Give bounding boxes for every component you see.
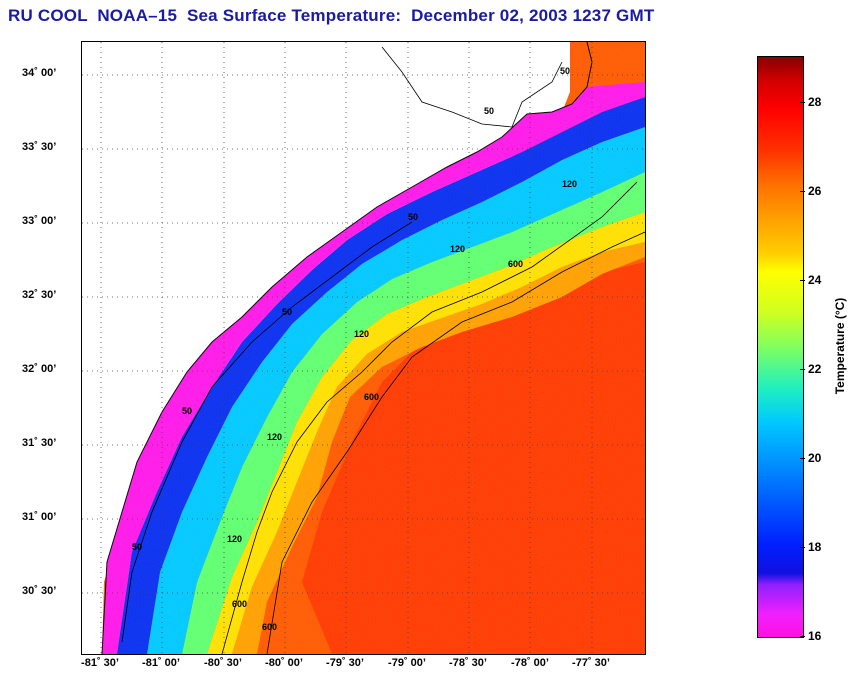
- lon-tick-label: -80˚ 00’: [265, 657, 303, 669]
- isobath-label: 600: [232, 599, 247, 609]
- lon-tick-label: -78˚ 30’: [449, 657, 487, 669]
- isobath-label: 120: [562, 179, 577, 189]
- lon-tick-label: -78˚ 00’: [511, 657, 549, 669]
- lon-tick-label: -81˚ 00’: [142, 657, 180, 669]
- isobath-label: 50: [408, 212, 418, 222]
- colorbar-tick-mark: [800, 547, 805, 548]
- isobath-label: 50: [560, 66, 570, 76]
- isobath-label: 50: [132, 542, 142, 552]
- colorbar-tick-label: 22: [808, 362, 822, 376]
- isobath-label: 50: [484, 106, 494, 116]
- lat-tick-label: 33˚ 30’: [22, 141, 57, 153]
- sst-map[interactable]: 50 50 50 50 50 50 120 120 120 120 120 60…: [81, 41, 646, 655]
- colorbar-tick-mark: [800, 102, 805, 103]
- isobath-label: 600: [364, 392, 379, 402]
- isobath-label: 120: [450, 244, 465, 254]
- isobath-label: 120: [267, 432, 282, 442]
- lat-tick-label: 32˚ 00’: [22, 363, 57, 375]
- graticule: [82, 42, 645, 654]
- isobath-600: [266, 231, 645, 654]
- texture-overlay: [82, 42, 645, 654]
- isobath-120: [221, 181, 638, 654]
- colorbar-tick-label: 24: [808, 273, 822, 287]
- lon-tick-label: -79˚ 00’: [388, 657, 426, 669]
- isobath-label: 120: [354, 329, 369, 339]
- colorbar-tick-mark: [800, 369, 805, 370]
- lat-tick-label: 33˚ 00’: [22, 215, 57, 227]
- lat-tick-label: 34˚ 00’: [22, 67, 57, 79]
- isobath-50: [121, 221, 413, 643]
- isobath-label: 50: [282, 307, 292, 317]
- colorbar-tick-label: 20: [808, 451, 822, 465]
- temperature-colorbar: [757, 56, 804, 638]
- isobath-labels: 50 50 50 50 50 50 120 120 120 120 120 60…: [132, 66, 577, 632]
- colorbar-tick-label: 18: [808, 540, 822, 554]
- colorbar-label: Temperature (°C): [833, 297, 847, 395]
- colorbar-tick-mark: [800, 458, 805, 459]
- isobath-label: 600: [262, 622, 277, 632]
- sst-map-canvas: 50 50 50 50 50 50 120 120 120 120 120 60…: [82, 42, 645, 654]
- colorbar-tick-mark: [800, 636, 805, 637]
- isobath-label: 50: [182, 406, 192, 416]
- isobath-label: 120: [227, 534, 242, 544]
- isobath-label: 600: [508, 259, 523, 269]
- lon-tick-label: -77˚ 30’: [572, 657, 610, 669]
- colorbar-tick-mark: [800, 191, 805, 192]
- isobath-50-north: [381, 46, 563, 128]
- lat-tick-label: 32˚ 30’: [22, 289, 57, 301]
- colorbar-tick-label: 26: [808, 184, 822, 198]
- lat-tick-label: 31˚ 30’: [22, 437, 57, 449]
- colorbar-tick-label: 28: [808, 95, 822, 109]
- lat-tick-label: 30˚ 30’: [22, 585, 57, 597]
- lon-tick-label: -79˚ 30’: [326, 657, 364, 669]
- lon-tick-label: -80˚ 30’: [204, 657, 242, 669]
- colorbar-tick-label: 16: [808, 629, 822, 643]
- lat-tick-label: 31˚ 00’: [22, 511, 57, 523]
- map-title: RU COOL NOAA–15 Sea Surface Temperature:…: [8, 6, 655, 25]
- colorbar-tick-mark: [800, 280, 805, 281]
- lon-tick-label: -81˚ 30’: [81, 657, 119, 669]
